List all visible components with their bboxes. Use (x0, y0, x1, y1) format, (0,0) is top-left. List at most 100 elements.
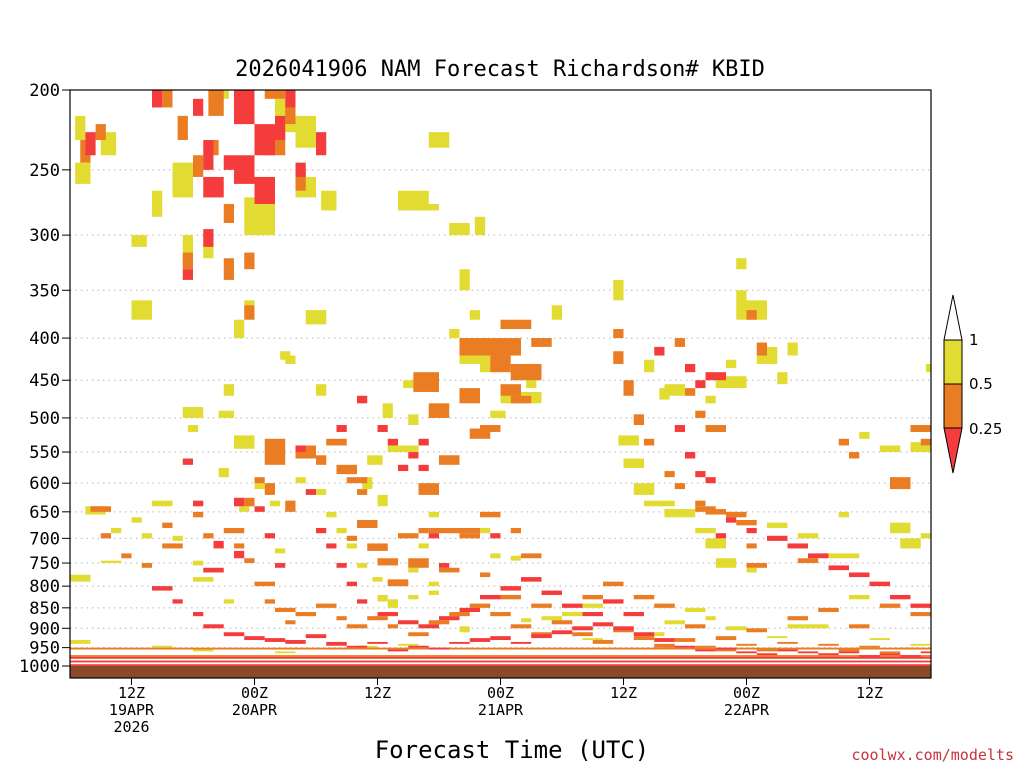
cell-s1-35 (387, 579, 409, 587)
cell-s2-98 (879, 653, 901, 656)
cell-s2-20 (234, 497, 245, 507)
ground-bar (70, 666, 931, 678)
cell-s0-115 (254, 483, 265, 490)
cell-s0-11 (187, 425, 199, 432)
cell-s2-78 (469, 638, 491, 642)
cell-s0-94 (726, 626, 747, 631)
cell-s1-77 (920, 438, 931, 446)
cell-s0-96 (664, 620, 685, 625)
cell-s1-57 (664, 471, 675, 478)
cell-s2-30 (346, 581, 357, 587)
cell-s0-92 (849, 594, 870, 600)
data-cells (70, 90, 931, 666)
cell-s1-99 (121, 553, 132, 559)
colorbar-bottom-arrow (943, 427, 963, 474)
cell-s2-106 (521, 577, 542, 582)
cell-s2-29 (336, 563, 347, 568)
chart-title: 2026041906 NAM Forecast Richardson# KBID (235, 57, 765, 82)
x-tick-label-6-2: 2026 (113, 718, 149, 736)
cell-s1-30 (367, 543, 388, 551)
cell-s1-122 (490, 612, 511, 617)
cell-s0-127 (408, 567, 419, 573)
cell-s0-139 (869, 638, 890, 641)
cell-s1-130 (654, 643, 675, 648)
cell-s1-32 (408, 558, 429, 568)
cell-s1-2 (162, 90, 173, 108)
cell-s0-128 (428, 581, 439, 587)
cell-s2-82 (551, 630, 573, 635)
cell-s1-115 (346, 624, 368, 629)
cell-s0-82 (797, 533, 819, 539)
cell-s1-131 (674, 638, 696, 642)
cell-s1-36 (418, 483, 439, 495)
cell-s1-139 (838, 649, 860, 652)
x-tick-label-54-0: 12Z (610, 684, 637, 702)
cell-s1-116 (367, 616, 388, 621)
cell-s0-113 (223, 599, 234, 604)
cell-s1-102 (162, 522, 173, 528)
cell-s2-59 (910, 603, 931, 608)
cell-s1-47 (510, 363, 542, 381)
cell-s1-41 (428, 527, 480, 534)
cell-s1-44 (480, 425, 501, 432)
cell-s2-31 (357, 599, 368, 604)
cell-s0-74 (736, 290, 747, 320)
cell-s0-67 (715, 558, 737, 568)
cell-s0-119 (316, 489, 327, 495)
cell-s2-40 (418, 464, 429, 472)
cell-s1-74 (849, 452, 860, 459)
y-tick-label-850: 850 (29, 599, 60, 619)
cell-s1-83 (500, 594, 521, 600)
cell-s1-1 (95, 124, 106, 141)
cell-s2-90 (715, 647, 737, 650)
cell-s2-110 (439, 616, 460, 621)
cell-s1-31 (377, 558, 398, 566)
cell-s1-13 (285, 107, 296, 125)
cell-s0-137 (582, 638, 603, 641)
cell-s2-100 (920, 651, 931, 654)
cell-s1-94 (849, 624, 870, 629)
cell-s2-14 (182, 269, 193, 280)
cell-s2-13 (295, 162, 306, 177)
cell-s2-22 (254, 506, 265, 512)
cell-s1-62 (726, 511, 747, 518)
cell-s0-57 (551, 305, 562, 320)
cell-s2-102 (562, 603, 583, 608)
cell-s0-37 (449, 329, 460, 339)
cell-s2-81 (531, 634, 552, 639)
cell-s2-21 (234, 550, 245, 559)
cell-s2-54 (808, 553, 829, 559)
cell-s0-14 (234, 319, 245, 339)
cell-s2-56 (849, 572, 870, 578)
cell-s2-43 (654, 346, 665, 356)
cell-s0-133 (193, 649, 214, 652)
y-tick-label-900: 900 (29, 619, 60, 639)
credit-link[interactable]: coolwx.com/modelts (851, 746, 1014, 764)
cell-s0-63 (664, 509, 685, 518)
cell-s0-1 (75, 162, 91, 184)
cell-s0-28 (382, 403, 393, 418)
cell-s0-27 (321, 190, 337, 211)
cell-s0-111 (193, 560, 204, 566)
cell-s1-3 (177, 115, 188, 141)
cell-s0-15 (234, 435, 255, 449)
cell-s1-17 (264, 438, 286, 465)
cell-s2-1 (152, 90, 163, 108)
cell-s2-67 (244, 636, 265, 641)
cell-s0-70 (664, 384, 685, 396)
y-tick-label-200: 200 (29, 81, 60, 101)
cell-s1-51 (510, 395, 532, 404)
cell-s1-98 (100, 533, 111, 539)
cell-s1-25 (336, 464, 357, 475)
cell-s1-103 (193, 511, 204, 518)
x-tick-label-42-0: 00Z (487, 684, 514, 702)
cell-s1-61 (705, 509, 726, 515)
cell-s0-6 (172, 162, 193, 198)
cell-s2-12 (316, 132, 327, 156)
cell-s2-104 (603, 599, 624, 604)
cell-s1-91 (746, 628, 767, 633)
cell-s2-97 (859, 655, 880, 657)
cell-s0-62 (644, 500, 675, 507)
y-tick-label-450: 450 (29, 371, 60, 391)
